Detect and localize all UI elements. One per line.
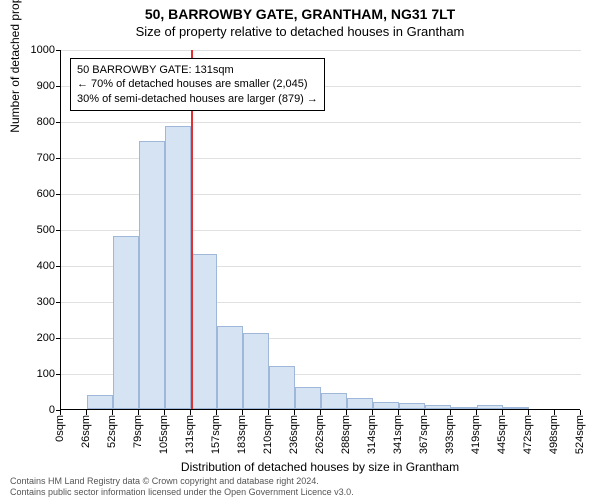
histogram-bar xyxy=(477,405,503,409)
xtick-label: 393sqm xyxy=(444,415,456,454)
histogram-bar xyxy=(165,126,191,409)
histogram-bar xyxy=(373,402,399,409)
histogram-bar xyxy=(191,254,217,409)
xtick-label: 210sqm xyxy=(262,415,274,454)
histogram-bar xyxy=(399,403,425,409)
ytick-label: 200 xyxy=(15,332,55,344)
annotation-line: ← 70% of detached houses are smaller (2,… xyxy=(77,77,318,91)
xtick-label: 105sqm xyxy=(158,415,170,454)
histogram-bar xyxy=(321,393,347,409)
xtick-label: 131sqm xyxy=(184,415,196,454)
ytick-label: 0 xyxy=(15,404,55,416)
annotation-line: 50 BARROWBY GATE: 131sqm xyxy=(77,63,318,77)
histogram-bar xyxy=(87,395,113,409)
histogram-bar xyxy=(113,236,139,409)
histogram-bar xyxy=(269,366,295,409)
histogram-bar xyxy=(451,407,477,409)
ytick-mark xyxy=(56,86,61,87)
ytick-mark xyxy=(56,230,61,231)
ytick-mark xyxy=(56,374,61,375)
xtick-label: 183sqm xyxy=(236,415,248,454)
histogram-bar xyxy=(295,387,321,409)
chart-area: 50 BARROWBY GATE: 131sqm ← 70% of detach… xyxy=(60,50,580,410)
xtick-label: 419sqm xyxy=(470,415,482,454)
x-axis-label: Distribution of detached houses by size … xyxy=(60,460,580,474)
page-title: 50, BARROWBY GATE, GRANTHAM, NG31 7LT xyxy=(0,0,600,22)
xtick-label: 524sqm xyxy=(574,415,586,454)
xtick-label: 157sqm xyxy=(210,415,222,454)
footer: Contains HM Land Registry data © Crown c… xyxy=(10,476,354,498)
xtick-label: 445sqm xyxy=(496,415,508,454)
ytick-label: 600 xyxy=(15,188,55,200)
footer-line: Contains HM Land Registry data © Crown c… xyxy=(10,476,354,487)
footer-line: Contains public sector information licen… xyxy=(10,487,354,498)
xtick-label: 367sqm xyxy=(418,415,430,454)
ytick-label: 800 xyxy=(15,116,55,128)
xtick-label: 79sqm xyxy=(132,415,144,448)
ytick-mark xyxy=(56,302,61,303)
annotation-box: 50 BARROWBY GATE: 131sqm ← 70% of detach… xyxy=(70,58,325,111)
gridline xyxy=(61,122,581,123)
xtick-label: 52sqm xyxy=(106,415,118,448)
xtick-label: 26sqm xyxy=(80,415,92,448)
annotation-line: 30% of semi-detached houses are larger (… xyxy=(77,92,318,106)
ytick-label: 100 xyxy=(15,368,55,380)
histogram-bar xyxy=(347,398,373,409)
histogram-bar xyxy=(503,407,529,409)
ytick-label: 1000 xyxy=(15,44,55,56)
ytick-mark xyxy=(56,194,61,195)
ytick-mark xyxy=(56,266,61,267)
ytick-label: 500 xyxy=(15,224,55,236)
xtick-label: 0sqm xyxy=(54,415,66,442)
xtick-label: 341sqm xyxy=(392,415,404,454)
ytick-mark xyxy=(56,338,61,339)
ytick-label: 900 xyxy=(15,80,55,92)
xtick-label: 472sqm xyxy=(522,415,534,454)
xtick-label: 498sqm xyxy=(548,415,560,454)
xtick-label: 314sqm xyxy=(366,415,378,454)
ytick-label: 700 xyxy=(15,152,55,164)
ytick-label: 400 xyxy=(15,260,55,272)
xtick-label: 236sqm xyxy=(288,415,300,454)
histogram-bar xyxy=(139,141,165,409)
ytick-mark xyxy=(56,50,61,51)
chart-container: 50, BARROWBY GATE, GRANTHAM, NG31 7LT Si… xyxy=(0,0,600,500)
ytick-label: 300 xyxy=(15,296,55,308)
histogram-bar xyxy=(243,333,269,409)
xtick-label: 288sqm xyxy=(340,415,352,454)
page-subtitle: Size of property relative to detached ho… xyxy=(0,22,600,39)
ytick-mark xyxy=(56,122,61,123)
histogram-bar xyxy=(425,405,451,409)
xtick-label: 262sqm xyxy=(314,415,326,454)
gridline xyxy=(61,50,581,51)
ytick-mark xyxy=(56,158,61,159)
histogram-bar xyxy=(217,326,243,409)
